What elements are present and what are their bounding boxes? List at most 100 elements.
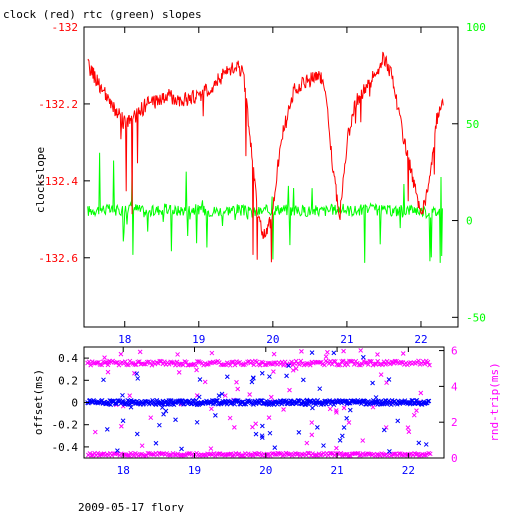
rnd-trip-point [139, 443, 145, 449]
top-x-tick-label: 20 [266, 333, 279, 346]
top-y2-tick-label: 0 [466, 215, 473, 228]
offset-point [259, 423, 265, 429]
rnd-trip-point [124, 362, 130, 367]
offset-point [128, 404, 134, 410]
rnd-trip-point [268, 361, 274, 367]
top-x-tick-label: 19 [192, 333, 205, 346]
rnd-trip-point [294, 451, 300, 457]
offset-point [250, 375, 256, 381]
offset-point [108, 402, 114, 408]
rnd-trip-point [346, 453, 352, 459]
rnd-trip-point [262, 362, 268, 368]
rnd-trip-point [234, 379, 239, 385]
rnd-trip-point [115, 359, 120, 365]
rnd-trip-point [391, 451, 397, 457]
bottom-y-tick-label: 0.2 [58, 374, 78, 387]
offset-point [163, 408, 169, 414]
rnd-trip-point [293, 366, 299, 371]
offset-point [347, 407, 353, 413]
rnd-trip-point [299, 349, 304, 354]
offset-point [104, 427, 110, 432]
offset-point [309, 350, 315, 355]
offset-point [197, 377, 203, 382]
rnd-trip-point [271, 351, 277, 357]
rnd-trip-point [384, 380, 389, 386]
rnd-trip-point [343, 451, 348, 457]
offset-point [344, 415, 350, 421]
rnd-trip-point [167, 452, 173, 458]
offset-point [135, 376, 141, 381]
rnd-trip-point [333, 359, 338, 364]
rnd-trip-point [175, 352, 180, 357]
rnd-trip-point [414, 408, 419, 414]
bottom-x-tick-label: 20 [259, 464, 272, 477]
rnd-trip-point [405, 425, 411, 430]
rnd-trip-point [413, 451, 419, 457]
offset-point [120, 418, 126, 424]
rnd-trip-point [360, 438, 366, 443]
rnd-trip-point [307, 362, 313, 368]
offset-point [370, 380, 375, 386]
rnd-trip-point [148, 415, 154, 421]
rnd-trip-point [209, 350, 215, 356]
rnd-trip-point [427, 362, 432, 368]
rnd-trip-point [358, 348, 364, 353]
bottom-y2-axis-label: rnd-trip(ms) [488, 362, 501, 441]
rnd-trip-point [396, 451, 402, 457]
rnd-trip-point [333, 408, 339, 413]
rnd-trip-point [337, 362, 343, 368]
offset-point [196, 394, 202, 400]
offset-point [224, 374, 230, 380]
rnd-trip-point [208, 446, 214, 451]
rnd-trip-point [202, 379, 208, 385]
rnd-trip-point [359, 361, 365, 367]
bottom-y2-tick-label: 6 [451, 345, 458, 358]
footer-label: 2009-05-17 flory [78, 501, 184, 512]
rnd-trip-point [338, 450, 344, 456]
rnd-trip-point [240, 362, 246, 368]
offset-point [426, 398, 432, 404]
rnd-trip-point [166, 361, 172, 367]
rnd-trip-point [144, 359, 150, 365]
offset-point [253, 431, 259, 437]
rnd-trip-point [257, 362, 263, 368]
rnd-trip-point [418, 390, 424, 396]
rnd-trip-point [290, 367, 296, 373]
bottom-y2-tick-label: 2 [451, 416, 458, 429]
rnd-trip-point [427, 451, 433, 457]
rnd-trip-point [425, 359, 431, 365]
offset-point [120, 392, 125, 398]
rnd-trip-point [287, 387, 292, 393]
rnd-trip-point [137, 349, 143, 355]
rnd-trip-point [268, 394, 274, 400]
rnd-trip-point [174, 359, 180, 365]
rnd-trip-point [281, 407, 286, 412]
rnd-trip-point [194, 367, 199, 373]
bottom-y2-tick-label: 4 [451, 380, 458, 393]
rnd-trip-point [334, 445, 339, 451]
offset-point [101, 377, 106, 383]
rnd-trip-point [136, 359, 142, 364]
offset-point [267, 430, 273, 436]
offset-point [161, 411, 166, 417]
offset-point [219, 391, 225, 397]
top-y2-tick-label: 100 [466, 21, 486, 34]
rnd-trip-point [181, 452, 187, 458]
offset-point [134, 431, 140, 437]
rnd-trip-point [271, 360, 277, 366]
rnd-trip-point [209, 406, 214, 412]
rnd-trip-point [99, 362, 105, 368]
rnd-trip-point [327, 406, 333, 412]
bottom-x-tick-label: 22 [402, 464, 415, 477]
rnd-trip-point [239, 453, 245, 458]
rnd-trip-point [172, 452, 177, 458]
rnd-trip-point [341, 348, 346, 354]
rnd-trip-point [92, 429, 98, 435]
offset-point [173, 417, 178, 423]
offset-point [423, 442, 429, 447]
rnd-trip-point [176, 370, 182, 375]
rnd-trip-point [162, 359, 167, 365]
rnd-trip-point [341, 405, 347, 411]
